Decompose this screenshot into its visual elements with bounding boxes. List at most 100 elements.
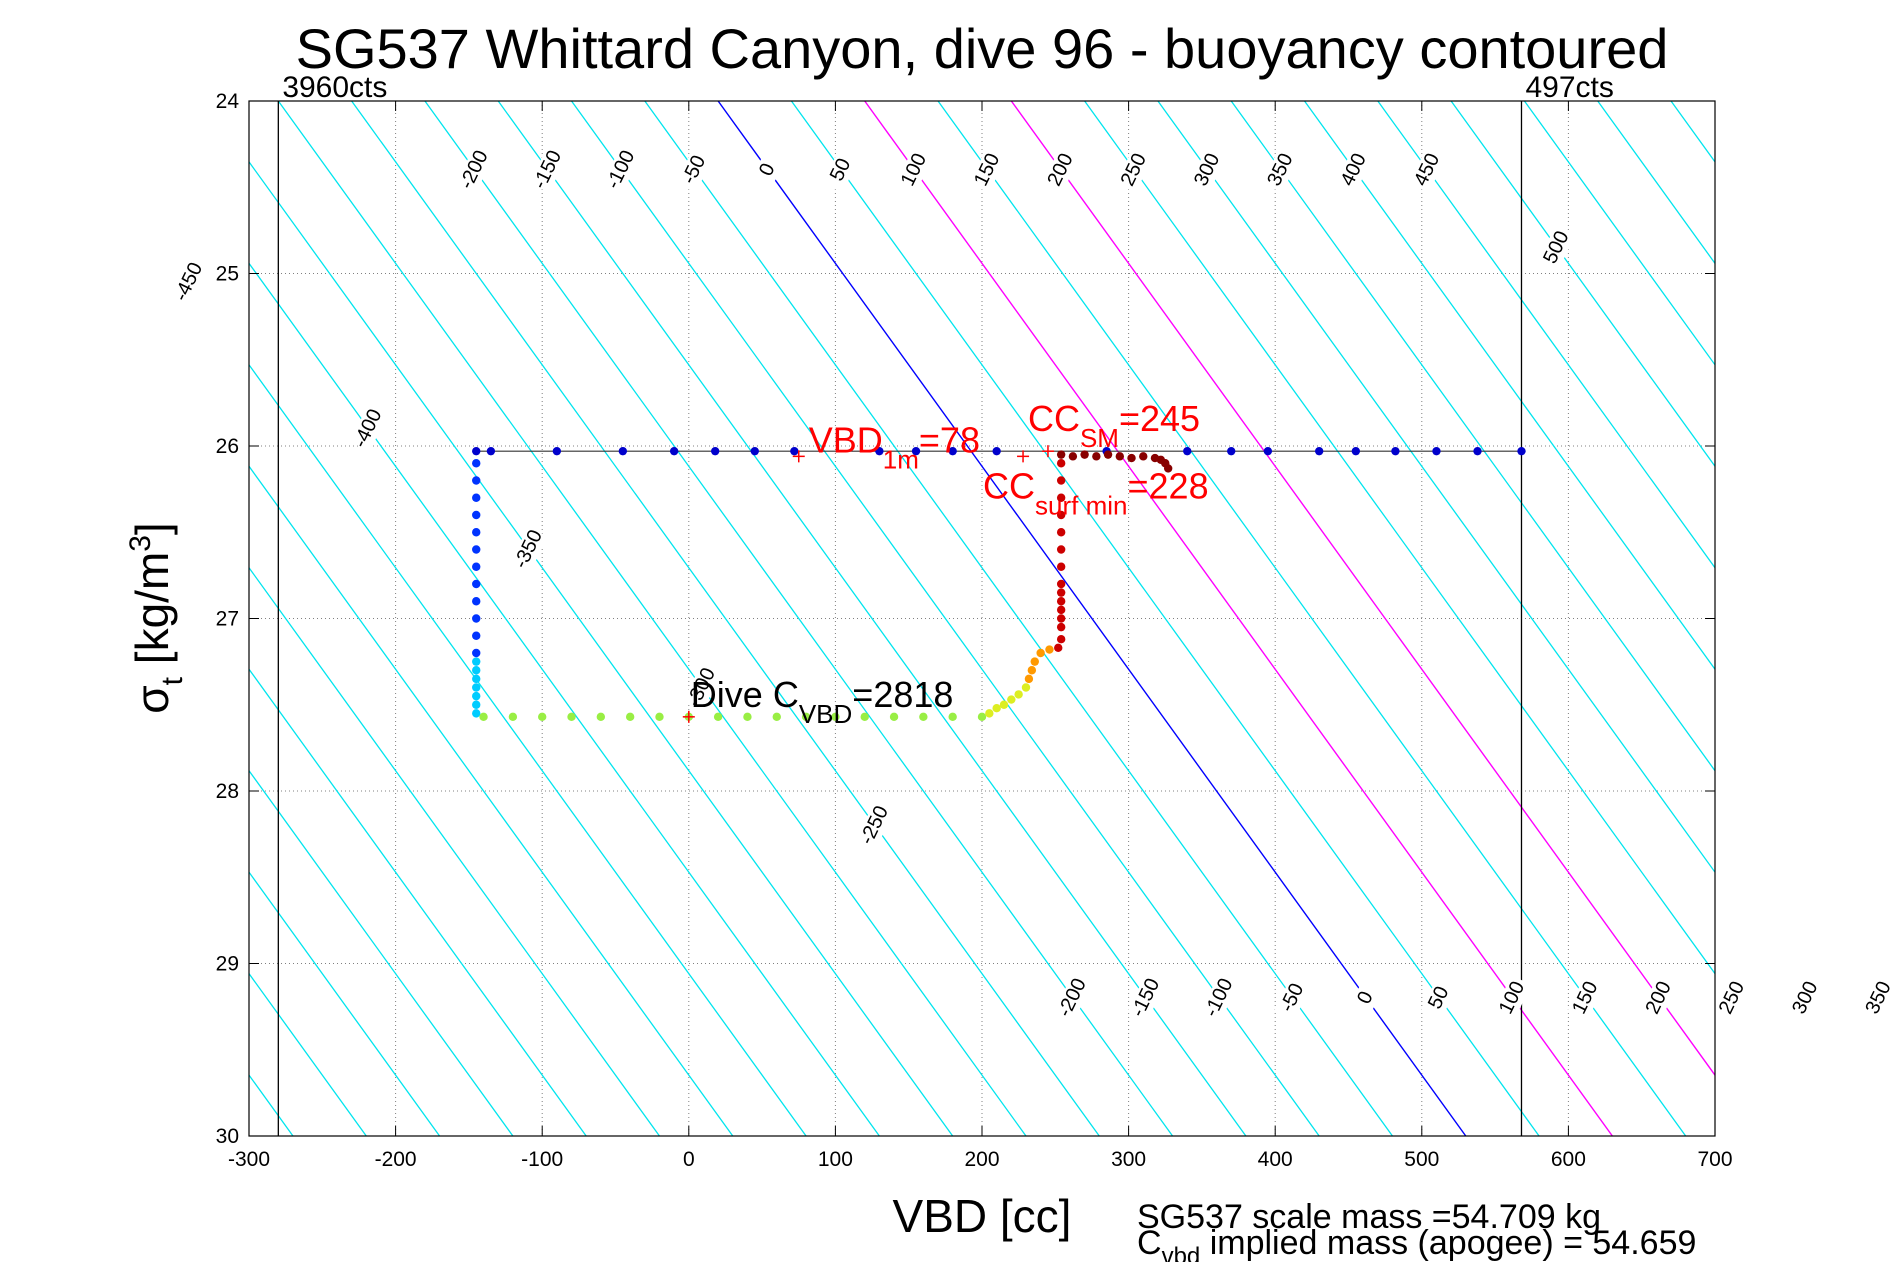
y-axis-label-rest: [kg/m (126, 552, 178, 677)
contour-label-bg (602, 147, 641, 193)
buoyancy-contour (1450, 101, 1715, 468)
contour-label-bg (1409, 147, 1447, 193)
buoyancy-contour (249, 871, 441, 1136)
data-point (472, 459, 481, 468)
contour-label-bg (1860, 975, 1891, 1021)
data-point (992, 446, 1001, 456)
data-point (710, 446, 720, 456)
data-point (472, 691, 481, 701)
buoyancy-contour (249, 668, 587, 1136)
annotation-divec: Dive CVBD=2818 (691, 674, 954, 729)
data-points (472, 446, 1526, 722)
data-point (992, 704, 1001, 713)
buoyancy-contour (0, 101, 146, 1136)
data-point (472, 631, 481, 640)
buoyancy-contour (717, 101, 1467, 1136)
data-point (1014, 690, 1023, 699)
data-point (538, 712, 547, 722)
annotation-ccsurf: CCsurf min=228 (983, 465, 1209, 520)
data-point (999, 700, 1009, 709)
data-point (1024, 674, 1034, 684)
contour-label-bg (1335, 147, 1374, 193)
contour-label-bg (1787, 975, 1825, 1021)
contour-label-bg (1420, 975, 1459, 1021)
x-tick-label: 200 (964, 1148, 999, 1171)
data-point (1056, 622, 1066, 632)
data-point (750, 446, 759, 456)
data-point (472, 683, 481, 692)
buoyancy-contour (864, 101, 1613, 1136)
buoyancy-contour (1744, 101, 1891, 1136)
data-point (508, 712, 518, 722)
data-point (1030, 657, 1039, 666)
buoyancy-contour (277, 101, 1027, 1136)
footer-implied-mass: Cvbd implied mass (apogee) = 54.659 (1137, 1224, 1696, 1262)
contour-label-bg (529, 147, 567, 193)
data-point (1056, 450, 1066, 459)
y-axis-label-sup: 3 (124, 535, 157, 552)
buoyancy-contour (497, 101, 1247, 1136)
data-point (1080, 450, 1089, 459)
data-point (743, 712, 752, 722)
y-tick-label: 24 (216, 90, 240, 113)
data-point (1473, 446, 1482, 456)
buoyancy-contour (0, 101, 220, 1136)
data-point (1027, 666, 1037, 675)
contour-label-bg (1042, 147, 1080, 193)
data-point (1056, 605, 1066, 615)
data-point (567, 712, 576, 722)
data-point (985, 709, 994, 718)
data-point (948, 712, 957, 722)
data-point (1056, 579, 1066, 589)
buoyancy-contour (249, 160, 954, 1136)
data-point (1056, 635, 1066, 644)
data-point (1103, 450, 1113, 459)
data-point (1183, 446, 1192, 456)
buoyancy-contour (351, 101, 1100, 1136)
data-point (472, 648, 481, 658)
chart-title: SG537 Whittard Canyon, dive 96 - buoyanc… (296, 17, 1669, 80)
data-point (977, 712, 987, 722)
data-point (472, 657, 481, 666)
annotation-text: CC (983, 465, 1035, 506)
contour-label-bg (1189, 147, 1227, 193)
annotation-ccsm: CCSM=245 (1028, 398, 1200, 453)
data-point (772, 712, 781, 722)
data-point (790, 446, 799, 456)
data-point (472, 666, 481, 675)
data-point (1517, 446, 1526, 456)
annotation-sub: 1m (883, 444, 919, 474)
data-point (1054, 643, 1063, 653)
contour-label-bg (1200, 975, 1239, 1021)
y-tick-label: 27 (216, 608, 239, 631)
buoyancy-contour (1377, 101, 1715, 569)
buoyancy-contour (1523, 101, 1715, 366)
svg-text:σt [kg/m3]: σt [kg/m3] (124, 522, 189, 713)
data-point (472, 700, 481, 709)
buoyancy-contour (1157, 101, 1715, 874)
data-point (472, 579, 481, 589)
x-tick-label: 700 (1697, 1148, 1732, 1171)
data-point (655, 712, 664, 722)
data-point (1432, 446, 1441, 456)
contour-label-bg (1538, 224, 1576, 271)
data-point (1056, 588, 1066, 597)
y-axis-label-sub: t (156, 676, 189, 685)
grid-lines (249, 101, 1715, 1136)
buoyancy-contour (790, 101, 1540, 1136)
data-point (669, 446, 679, 456)
data-point (1115, 452, 1125, 461)
footer-cvbd-sub: vbd (1162, 1243, 1201, 1262)
contour-label-bg (170, 259, 208, 305)
y-axis-label: σt [kg/m3] (124, 522, 189, 713)
contour-label-bg (856, 802, 894, 849)
buoyancy-contour (249, 566, 661, 1136)
data-point (1056, 545, 1066, 554)
data-point (1056, 510, 1066, 520)
data-point (1056, 597, 1066, 606)
contour-label-bg (510, 526, 548, 573)
data-point (831, 712, 840, 722)
x-axis-label: VBD [cc] (893, 1190, 1072, 1242)
data-point (1139, 452, 1148, 461)
